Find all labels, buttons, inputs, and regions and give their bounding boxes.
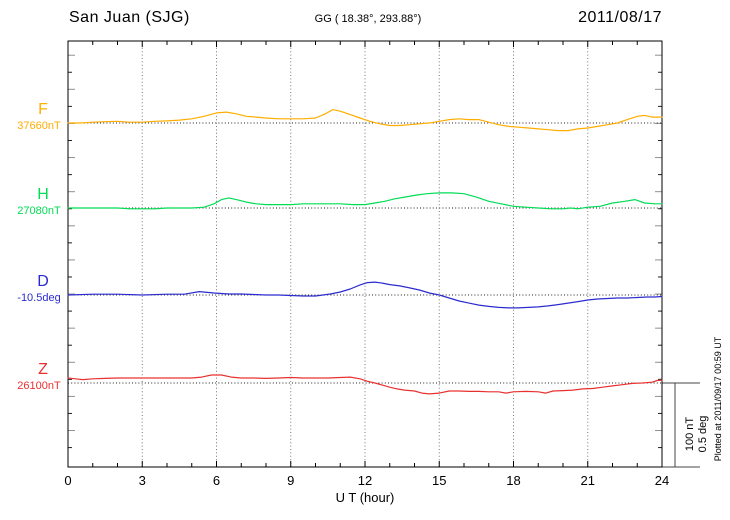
x-axis-tick-label-9: 9	[287, 473, 295, 488]
trace-Z	[67, 374, 663, 395]
plotted-at-note: Plotted at 2011/09/17 00:59 UT	[713, 336, 723, 462]
series-baseline-D: -10.5deg	[17, 292, 61, 304]
series-label-D: D	[37, 273, 49, 290]
plot-frame	[67, 40, 663, 468]
series-baseline-F: 37660nT	[17, 120, 61, 132]
x-axis-tick-label-12: 12	[357, 473, 373, 488]
x-axis-tick-label-6: 6	[212, 473, 221, 488]
trace-F	[67, 108, 663, 132]
x-axis-tick-label-0: 0	[64, 473, 72, 488]
series-baseline-H: 27080nT	[17, 205, 61, 217]
x-axis-tick-label-24: 24	[654, 473, 670, 488]
trace-D	[67, 281, 663, 309]
x-axis-tick-label-18: 18	[506, 473, 521, 488]
observatory-coordinates: GG ( 18.38°, 293.88°)	[314, 13, 422, 25]
series-label-H: H	[37, 186, 49, 203]
series-label-Z: Z	[38, 361, 48, 378]
x-axis-tick-label-15: 15	[432, 473, 447, 488]
series-label-F: F	[38, 101, 48, 118]
plot-date: 2011/08/17	[578, 9, 662, 26]
x-axis-title: U T (hour)	[335, 490, 395, 505]
x-axis-tick-label-3: 3	[138, 473, 146, 488]
x-axis-tick-label-21: 21	[580, 473, 595, 488]
series-baseline-Z: 26100nT	[17, 380, 61, 392]
scale-bar-labels: 100 nT 0.5 deg	[684, 392, 710, 476]
station-title: San Juan (SJG)	[69, 9, 190, 26]
scale-bar-label-deg: 0.5 deg	[697, 415, 709, 453]
trace-H	[67, 192, 663, 210]
scale-bar-label-nt: 100 nT	[684, 416, 696, 452]
x-axis-tick-labels: 0 3 6 9 12 15 18 21 24	[0, 473, 730, 489]
